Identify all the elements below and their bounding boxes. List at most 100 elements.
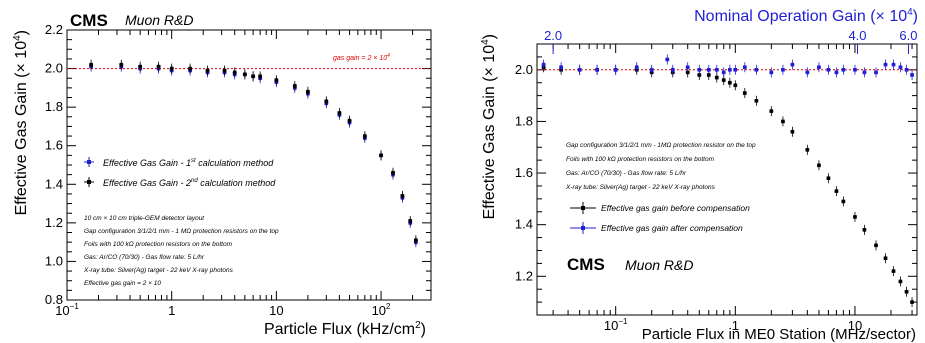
data-point [852, 211, 857, 222]
right-legend-entry-1: Effective gas gain before compensation [570, 202, 750, 214]
data-point [826, 64, 831, 75]
data-point [337, 107, 342, 118]
data-point [727, 77, 732, 88]
data-point [733, 80, 738, 91]
right-axis-ticks [537, 43, 917, 316]
data-point [769, 67, 774, 78]
x-tick-label: 10 [269, 303, 283, 318]
data-point [634, 62, 639, 73]
data-point [205, 65, 210, 76]
data-point [138, 61, 143, 72]
y-tick-label: 0.8 [45, 292, 63, 307]
data-point [156, 61, 161, 72]
data-point [400, 190, 405, 201]
x-tick-label: 1 [168, 303, 175, 318]
y-tick-label: 1.2 [45, 215, 63, 230]
data-point [347, 115, 352, 126]
left-legend-entry-2: Effective Gas Gain - 2nd calculation met… [84, 177, 276, 188]
left-note-5: X-ray tube: Silver(Ag) target - 22 keV X… [83, 267, 234, 274]
left-note-1: 10 cm × 10 cm triple-GEM detector layout [84, 215, 205, 222]
left-x-axis-label: Particle Flux (kHz/cm2) [264, 320, 426, 338]
data-point [541, 59, 546, 70]
data-point [754, 64, 759, 75]
y-tick-label: 1.8 [515, 113, 533, 128]
data-point [222, 65, 227, 76]
x-tick-label: 1 [732, 318, 739, 333]
data-point [649, 64, 654, 75]
top-tick-label: 6.0 [899, 28, 917, 43]
data-point [898, 276, 903, 287]
left-axis-ticks [66, 29, 432, 301]
x-tick-label: 10−1 [55, 302, 79, 318]
data-point [706, 64, 711, 75]
data-point [714, 64, 719, 75]
top-tick-label: 4.0 [848, 28, 866, 43]
data-point [883, 253, 888, 264]
left-note-4: Gas: Ar/CO (70/30) - Gas flow rate: 5 L/… [84, 254, 205, 261]
data-point [89, 59, 94, 70]
left-legend-entry-1: Effective Gas Gain - 1st calculation met… [84, 157, 274, 168]
left-notes: 10 cm × 10 cm triple-GEM detector layout… [83, 215, 279, 287]
right-legend: Effective gas gain before compensation E… [570, 202, 750, 234]
data-point [232, 67, 237, 78]
data-point [613, 64, 618, 75]
left-brand-sub: Muon R&D [125, 12, 193, 28]
data-point [874, 240, 879, 251]
x-tick-label: 10 [848, 318, 862, 333]
data-point [826, 173, 831, 184]
data-point [891, 266, 896, 277]
right-tick-labels: 10−1 1 10 1.2 1.4 1.6 1.8 2.0 [515, 62, 862, 333]
data-point [251, 71, 256, 82]
data-point [595, 64, 600, 75]
right-brand: CMS [567, 255, 605, 274]
data-point [727, 64, 732, 75]
right-data-series [541, 54, 915, 308]
data-point [805, 144, 810, 155]
y-tick-label: 2.0 [45, 61, 63, 76]
right-top-axis-label: Nominal Operation Gain (× 104) [694, 7, 918, 25]
svg-text:Effective Gas Gain - 2nd calcu: Effective Gas Gain - 2nd calculation met… [103, 178, 276, 188]
data-point [769, 106, 774, 117]
svg-text:Effective gas gain after compe: Effective gas gain after compensation [601, 223, 743, 233]
data-point [292, 80, 297, 91]
y-tick-label: 1.4 [45, 176, 63, 191]
data-point [754, 95, 759, 106]
data-point [790, 126, 795, 137]
data-point [780, 64, 785, 75]
data-point [852, 64, 857, 75]
data-point [324, 96, 329, 107]
data-point [169, 63, 174, 74]
left-brand: CMS [70, 11, 108, 30]
right-note-2: Foils with 100 kΩ protection resistors o… [566, 156, 715, 163]
right-notes: Gap configuration 3/1/2/1 mm - 1MΩ prote… [565, 142, 756, 191]
data-point [379, 150, 384, 161]
x-tick-label: 102 [372, 302, 391, 318]
data-point [242, 69, 247, 80]
data-point [119, 59, 124, 70]
right-y-axis-label: Effective Gas Gain (× 104) [480, 34, 498, 219]
left-note-6: Effective gas gain = 2 × 10 [84, 280, 161, 287]
right-top-axis-ticks: 2.0 4.0 6.0 [544, 28, 918, 54]
svg-text:Effective gas gain before comp: Effective gas gain before compensation [601, 203, 750, 213]
data-point [258, 71, 263, 82]
left-tick-labels: 10−1 1 10 102 0.8 1.0 1.2 1.4 1.6 1.8 2.0 2.2 [45, 22, 391, 318]
data-point [834, 67, 839, 78]
y-tick-label: 1.0 [45, 253, 63, 268]
data-point [816, 160, 821, 171]
y-tick-label: 2.0 [515, 62, 533, 77]
right-panel: 10−1 1 10 1.2 1.4 1.6 1.8 2.0 Nominal Operation… [480, 7, 918, 343]
data-point [665, 54, 670, 65]
data-point [413, 235, 418, 246]
data-point [559, 62, 564, 73]
data-point [874, 67, 879, 78]
data-point [780, 116, 785, 127]
y-tick-label: 1.6 [515, 165, 533, 180]
data-point [862, 224, 867, 235]
right-legend-entry-2: Effective gas gain after compensation [570, 222, 743, 234]
top-tick-label: 2.0 [544, 28, 562, 43]
right-note-1: Gap configuration 3/1/2/1 mm - 1MΩ prote… [566, 142, 756, 149]
y-tick-label: 1.6 [45, 138, 63, 153]
data-point [362, 131, 367, 142]
right-x-axis-label: Particle Flux in ME0 Station (MHz/sector… [642, 326, 916, 343]
